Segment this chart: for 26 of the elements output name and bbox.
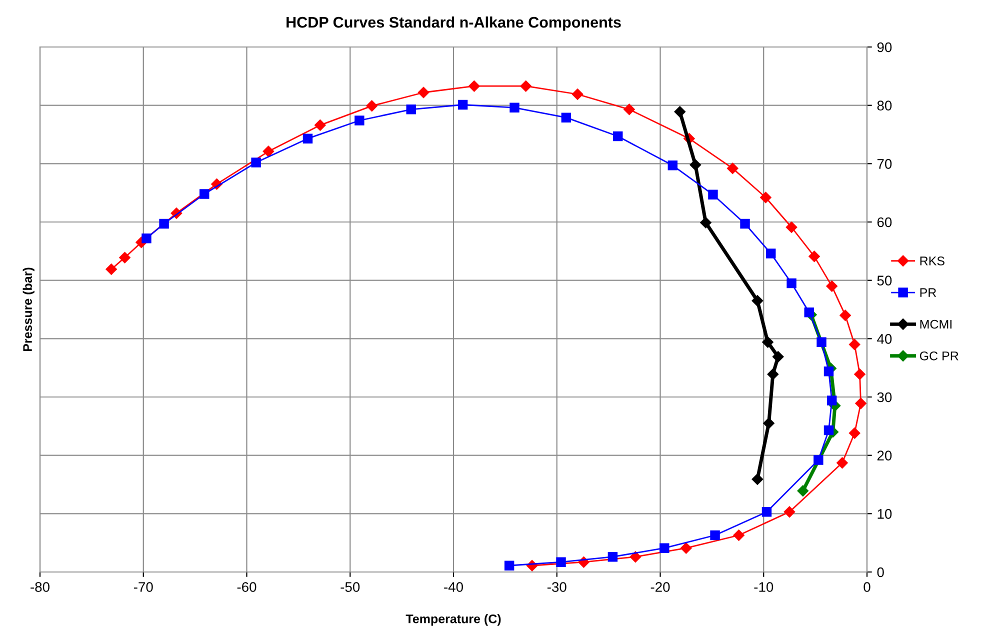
- legend-label: PR: [920, 288, 936, 297]
- y-tick-label: 90: [877, 42, 892, 52]
- y-tick-label: 0: [877, 567, 884, 578]
- y-tick-label: 10: [878, 509, 892, 519]
- y-tick-label: 40: [877, 334, 892, 344]
- x-tick-label: -30: [547, 582, 566, 592]
- x-axis-title: Temperature (C): [406, 614, 501, 626]
- y-tick-label: 80: [877, 100, 892, 111]
- x-tick-label: -40: [444, 582, 463, 592]
- legend-label: GC PR: [920, 351, 958, 360]
- y-tick-label: 60: [877, 217, 892, 228]
- x-tick-label: -10: [754, 582, 774, 592]
- x-tick-label: 0: [864, 582, 870, 592]
- x-tick-label: -20: [650, 582, 670, 592]
- x-tick-label: -80: [30, 582, 50, 592]
- y-tick-label: 50: [877, 276, 892, 286]
- legend-label: RKS: [920, 256, 944, 266]
- x-tick-label: -50: [340, 582, 360, 592]
- y-tick-label: 30: [877, 392, 892, 402]
- y-axis-title: Pressure (bar): [22, 268, 34, 352]
- y-tick-label: 70: [877, 159, 892, 169]
- x-tick-label: -60: [237, 582, 256, 592]
- y-tick-label: 20: [877, 450, 892, 461]
- chart-title: HCDP Curves Standard n-Alkane Components: [286, 16, 621, 31]
- legend-label: MCMI: [920, 320, 952, 329]
- x-tick-label: -70: [134, 582, 153, 592]
